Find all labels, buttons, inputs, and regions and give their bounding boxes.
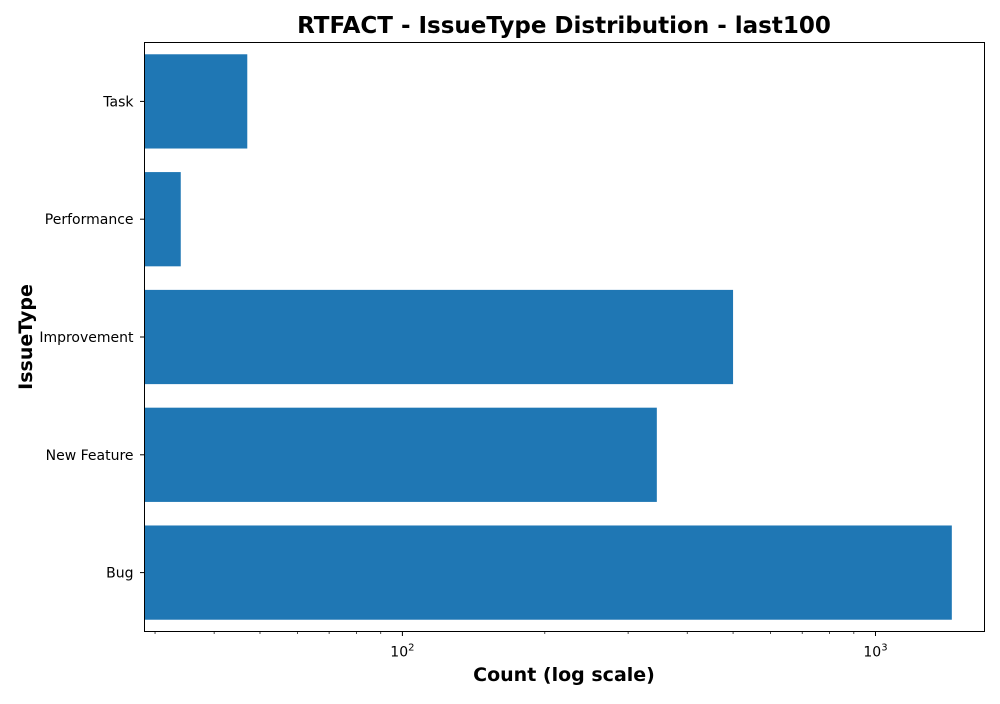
y-tick-label: Performance [45, 212, 134, 228]
bars [144, 54, 952, 620]
x-tick-label: 103 [863, 643, 887, 661]
y-tick-label: Improvement [39, 330, 134, 346]
bar-task [144, 54, 248, 149]
y-axis-label: IssueType [15, 284, 37, 390]
bar-improvement [144, 289, 734, 385]
chart-title: RTFACT - IssueType Distribution - last10… [297, 13, 831, 39]
y-axis: Bug New Feature Improvement Performance Task [39, 94, 145, 582]
x-axis: 102 103 [154, 631, 888, 661]
bar-bug [144, 525, 952, 620]
bar-new-feature [144, 407, 657, 502]
x-tick-label: 102 [390, 643, 414, 661]
y-tick-label: Bug [106, 566, 133, 582]
y-tick-label: Task [102, 94, 134, 110]
bar-performance [144, 172, 181, 267]
x-axis-label: Count (log scale) [473, 664, 655, 686]
y-tick-label: New Feature [46, 448, 134, 464]
